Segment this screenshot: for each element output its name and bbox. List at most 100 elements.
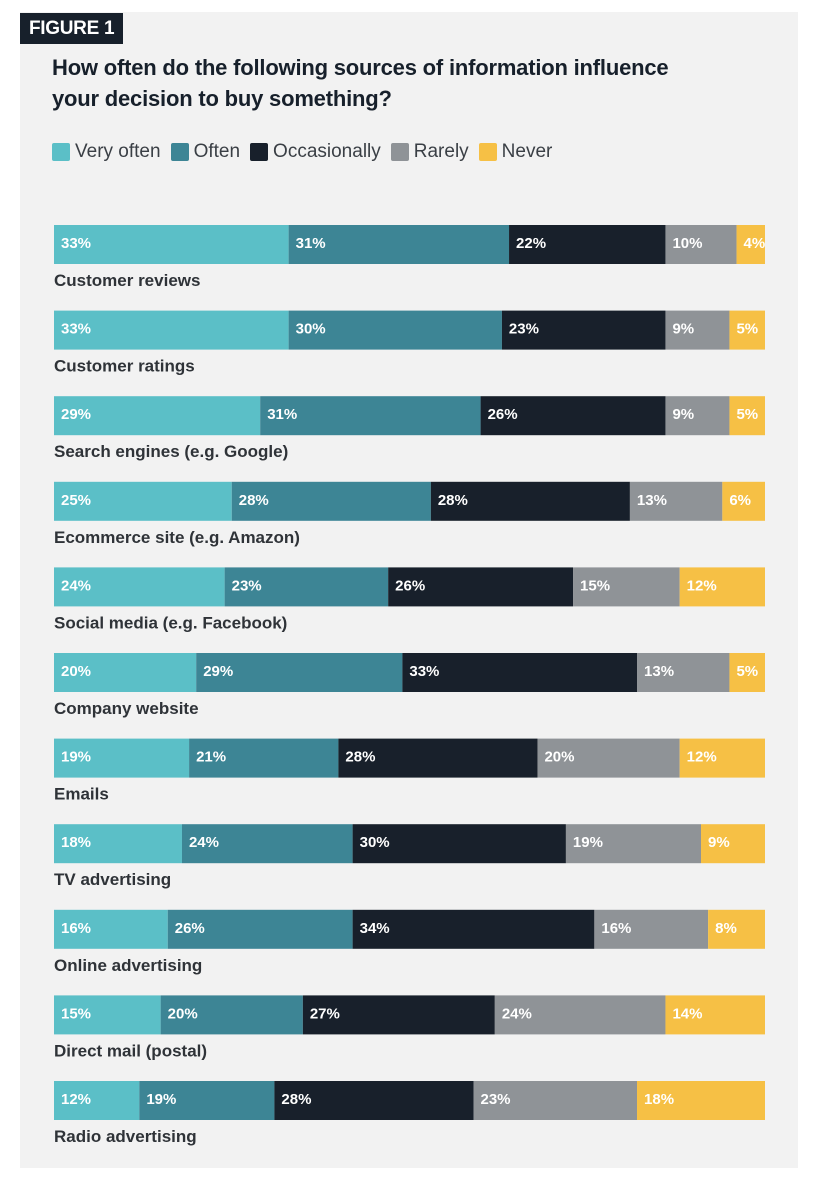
bar-segment-rarely [665, 225, 737, 264]
bar-segment-never [701, 824, 765, 864]
data-label: 5% [736, 663, 758, 680]
bar-segment-occasionally [352, 824, 566, 864]
bar-segment-often [181, 824, 353, 864]
data-label: 21% [196, 749, 226, 766]
data-label: 28% [281, 1091, 311, 1108]
data-label: 16% [601, 920, 631, 937]
category-label: Social media (e.g. Facebook) [54, 613, 287, 632]
bar-segment-very-often [54, 824, 182, 864]
bar-segment-occasionally [388, 567, 574, 607]
bar-segment-never [679, 738, 765, 778]
legend-item-rarely: Rarely [390, 141, 469, 163]
legend-swatch [170, 143, 189, 161]
bar-segment-occasionally [274, 1081, 474, 1120]
bar-segment-very-often [54, 567, 225, 607]
data-label: 24% [502, 1005, 532, 1022]
bar-segment-never [729, 396, 765, 436]
bar-segment-occasionally [430, 481, 630, 521]
data-label: 9% [708, 834, 730, 851]
bar-row-direct-mail-postal: 15% 20% 27% 24% 14% Direct mail (postal) [54, 995, 765, 1060]
data-label: 27% [310, 1005, 340, 1022]
bar-segment-often [231, 481, 431, 521]
bar-segment-often [189, 738, 339, 778]
bar-row-tv-advertising: 18% 24% 30% 19% 9% TV advertising [54, 824, 765, 889]
data-label: 31% [267, 406, 297, 423]
bar-segment-rarely [594, 909, 709, 949]
legend-label: Very often [75, 141, 161, 162]
bar-segment-rarely [629, 481, 723, 521]
data-label: 30% [360, 834, 390, 851]
data-label: 15% [61, 1005, 91, 1022]
bar-segment-very-often [54, 738, 190, 778]
figure-tag: FIGURE 1 [20, 13, 124, 44]
category-label: Search engines (e.g. Google) [54, 442, 288, 461]
data-label: 26% [488, 406, 518, 423]
data-label: 9% [672, 321, 694, 338]
data-label: 20% [168, 1005, 198, 1022]
legend-item-never: Never [478, 141, 553, 163]
bar-segment-very-often [54, 1081, 140, 1120]
data-label: 13% [644, 663, 674, 680]
category-label: Radio advertising [54, 1127, 197, 1146]
category-label: Direct mail (postal) [54, 1041, 207, 1060]
data-label: 8% [715, 920, 737, 937]
bar-segment-very-often [54, 310, 289, 350]
data-label: 5% [736, 406, 758, 423]
data-label: 31% [296, 235, 326, 252]
data-label: 33% [61, 235, 91, 252]
chart-title: How often do the following sources of in… [52, 52, 752, 114]
data-label: 24% [61, 577, 91, 594]
data-label: 28% [438, 492, 468, 509]
data-label: 34% [360, 920, 390, 937]
data-label: 12% [687, 577, 717, 594]
bar-segment-often [260, 396, 481, 436]
data-label: 12% [61, 1091, 91, 1108]
bar-segment-rarely [637, 653, 730, 692]
data-label: 15% [580, 577, 610, 594]
data-label: 28% [345, 749, 375, 766]
bar-segment-very-often [54, 225, 289, 264]
legend-swatch [478, 143, 497, 161]
data-label: 14% [672, 1005, 702, 1022]
legend-item-often: Often [170, 141, 240, 163]
legend-label: Never [501, 141, 553, 162]
bar-segment-occasionally [338, 738, 538, 778]
data-label: 9% [672, 406, 694, 423]
bar-segment-often [288, 225, 510, 264]
data-label: 29% [203, 663, 233, 680]
data-label: 23% [232, 577, 262, 594]
bar-row-customer-reviews: 33% 31% 22% 10% 4% Customer reviews [54, 225, 765, 290]
chart-title-line-1: How often do the following sources of in… [52, 55, 669, 80]
category-label: Customer ratings [54, 357, 195, 376]
data-label: 22% [516, 235, 546, 252]
legend: Very often Often Occasionally Rarely Nev… [52, 140, 562, 164]
bar-segment-rarely [537, 738, 680, 778]
category-label: Emails [54, 785, 109, 804]
legend-label: Rarely [413, 141, 469, 162]
bar-segment-occasionally [352, 909, 595, 949]
chart-title-line-2: your decision to buy something? [52, 86, 392, 111]
data-label: 29% [61, 406, 91, 423]
bar-segment-very-often [54, 995, 161, 1035]
bar-segment-occasionally [509, 225, 666, 264]
bar-segment-rarely [665, 310, 730, 350]
bar-segment-very-often [54, 653, 197, 692]
bar-row-company-website: 20% 29% 33% 13% 5% Company website [54, 653, 765, 718]
bar-segment-often [139, 1081, 275, 1120]
data-label: 24% [189, 834, 219, 851]
legend-swatch [390, 143, 409, 161]
data-label: 10% [672, 235, 702, 252]
bar-segment-rarely [494, 995, 666, 1035]
category-label: Ecommerce site (e.g. Amazon) [54, 528, 300, 547]
data-label: 19% [61, 749, 91, 766]
bar-segment-occasionally [402, 653, 638, 692]
bar-segment-never [722, 481, 765, 521]
bar-row-ecommerce-site-e-g-amazon: 25% 28% 28% 13% 6% Ecommerce site (e.g. Amazo… [54, 481, 765, 547]
bar-row-customer-ratings: 33% 30% 23% 9% 5% Customer ratings [54, 310, 765, 376]
bar-segment-often [288, 310, 502, 350]
bar-segment-never [736, 225, 765, 264]
legend-item-very-often: Very often [52, 141, 161, 163]
data-label: 20% [544, 749, 574, 766]
bar-segment-never [729, 310, 765, 350]
